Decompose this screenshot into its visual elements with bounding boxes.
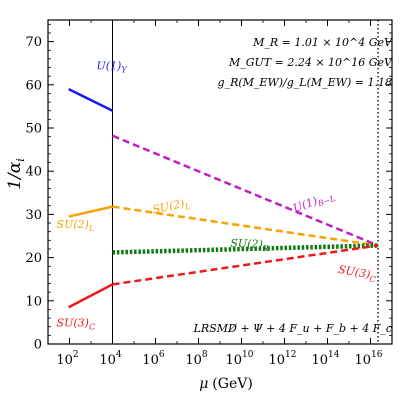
x-tick-label: 1014 [312, 350, 340, 368]
x-tick-label: 1010 [226, 350, 254, 368]
series-label-base: SU(3) [337, 263, 371, 281]
x-axis-symbol: μ [199, 376, 208, 392]
model-label: LRSMD̸ + Ψ + 4 F_u + F_b + 4 F_c [193, 322, 392, 335]
x-tick-base: 10 [185, 353, 202, 368]
series-label-base: U(1) [291, 194, 319, 215]
y-tick-label: 50 [25, 122, 42, 137]
series-label-base: SU(3) [57, 317, 89, 330]
x-tick-label: 106 [142, 350, 165, 368]
x-tick-label: 104 [99, 350, 122, 368]
y-axis-label: 1/αi [5, 158, 27, 190]
x-tick-exp: 2 [73, 350, 79, 360]
x-axis-unit: (GeV) [212, 376, 253, 392]
x-tick-label: 1016 [355, 350, 383, 368]
x-axis-label: μ (GeV) [199, 376, 253, 392]
x-tick-label: 1012 [269, 350, 297, 368]
series-label-sub: R [261, 244, 268, 253]
x-tick-base: 10 [99, 353, 116, 368]
series-label-sub: L [183, 202, 191, 212]
x-tick-exp: 6 [159, 350, 165, 360]
y-tick-label: 10 [25, 294, 42, 309]
y-axis-subscript: i [14, 158, 27, 162]
series-label-sub: C [369, 274, 377, 284]
y-tick-label: 60 [25, 78, 42, 93]
series-line-1 [68, 205, 113, 218]
series-label-0: U(1)Y [96, 60, 127, 75]
annotation-mgut: M_GUT = 2.24 × 10^16 GeV [228, 56, 393, 69]
x-tick-base: 10 [355, 353, 372, 368]
series-label-6: SU(3)C [337, 263, 378, 284]
y-tick-label: 30 [25, 208, 42, 223]
y-axis-symbol: 1/α [5, 161, 25, 190]
x-tick-label: 108 [185, 350, 208, 368]
y-tick-label: 40 [25, 165, 42, 180]
series-line-6 [112, 244, 379, 286]
x-tick-exp: 12 [285, 350, 296, 360]
x-tick-exp: 16 [371, 350, 383, 360]
y-tick-label: 0 [34, 338, 42, 353]
series-line-5 [112, 243, 379, 255]
series-label-base: SU(2) [230, 237, 263, 251]
series-label-sub: B−L [316, 194, 337, 209]
series-label-sub: L [88, 224, 94, 233]
plot-area [112, 20, 379, 344]
series-label-sub: C [89, 323, 95, 332]
series-line-0 [68, 87, 114, 112]
x-tick-base: 10 [142, 353, 159, 368]
series-label-2: SU(3)C [57, 317, 96, 332]
annotation-block: M_R = 1.01 × 10^4 GeV M_GUT = 2.24 × 10^… [218, 36, 393, 89]
x-tick-exp: 10 [242, 350, 254, 360]
x-tick-label: 102 [56, 350, 78, 368]
x-tick-base: 10 [269, 353, 286, 368]
series-label-sub: Y [121, 66, 127, 75]
x-tick-exp: 4 [116, 350, 122, 360]
series-label-3: U(1)B−L [291, 188, 336, 217]
series-label-base: SU(2) [57, 218, 89, 231]
series-line-2 [68, 283, 114, 309]
y-tick-label: 70 [25, 35, 42, 50]
series-line-3 [112, 134, 379, 247]
annotation-ratio: g_R(M_EW)/g_L(M_EW) = 1.18 [218, 76, 392, 89]
x-tick-base: 10 [56, 353, 73, 368]
series-label-5: SU(2)R [230, 237, 269, 253]
series-line-4 [112, 205, 379, 247]
series-label-1: SU(2)L [57, 218, 95, 233]
series-labels: U(1)YSU(2)LSU(3)CU(1)B−LSU(2)LSU(2)RSU(3… [57, 60, 378, 332]
x-tick-base: 10 [312, 353, 329, 368]
x-tick-exp: 8 [202, 350, 208, 360]
x-tick-base: 10 [226, 353, 243, 368]
series-label-base: U(1) [96, 60, 121, 73]
annotation-mr: M_R = 1.01 × 10^4 GeV [252, 36, 393, 49]
series-layer [68, 87, 379, 309]
x-tick-exp: 14 [328, 350, 340, 360]
y-tick-label: 20 [25, 251, 42, 266]
